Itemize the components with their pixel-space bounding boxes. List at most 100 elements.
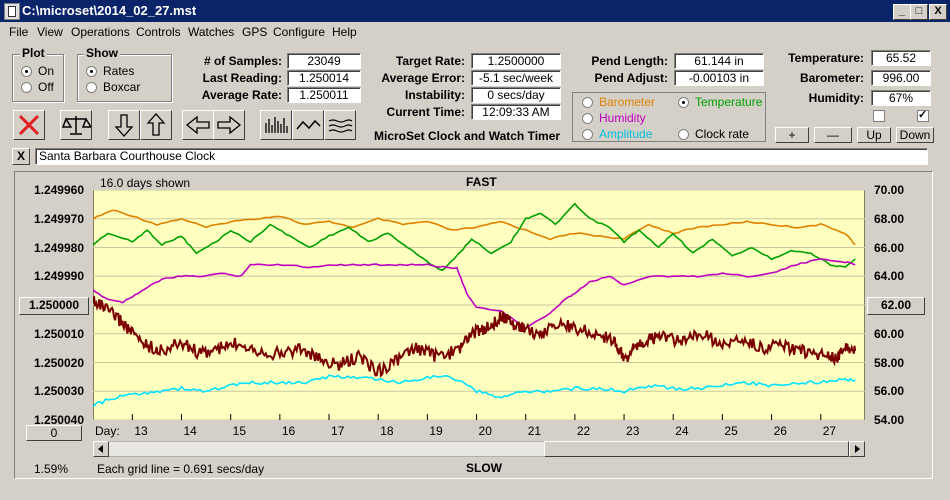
bars-button[interactable] [260, 110, 292, 140]
close-button[interactable]: X [929, 4, 947, 20]
plot-area[interactable] [93, 190, 865, 420]
wave-button[interactable] [292, 110, 324, 140]
plot-on-radio[interactable] [21, 66, 32, 77]
y-right-tick-label: 70.00 [874, 183, 905, 197]
x-tick-label: 22 [576, 424, 591, 438]
menu-operations[interactable]: Operations [71, 25, 130, 39]
y-right-tick-label: 58.00 [874, 355, 905, 370]
offset-button[interactable]: 0 [26, 425, 82, 441]
barometer-radio[interactable] [582, 97, 593, 108]
app-icon[interactable] [4, 3, 20, 20]
minus-button[interactable]: — [814, 127, 852, 143]
horizontal-scrollbar[interactable] [93, 441, 865, 457]
target-rate-field[interactable]: 1.2500000 [471, 53, 561, 69]
y-right-tick-label: 66.00 [874, 240, 905, 255]
scroll-left-button[interactable] [93, 441, 109, 457]
down-button[interactable]: Down [896, 127, 934, 143]
percent-label: 1.59% [34, 462, 69, 476]
x-tick-label: 20 [478, 424, 492, 438]
y-right-tick-label: 68.00 [874, 211, 905, 226]
pend-adjust-label: Pend Adjust: [594, 71, 668, 85]
arrow-left-button[interactable] [182, 110, 214, 140]
menu-file[interactable]: File [9, 25, 29, 39]
env-checkbox-2[interactable] [917, 108, 929, 122]
humidity-radio[interactable] [582, 113, 593, 124]
fast-label: FAST [466, 175, 497, 189]
temperature-field: 65.52 [871, 50, 931, 66]
y-right-tick-label: 56.00 [874, 384, 905, 399]
y-left-tick-label: 1.250020 [33, 355, 84, 370]
x-tick-label: 15 [232, 424, 247, 438]
plot-group-title: Plot [20, 46, 47, 60]
env-checkbox-1[interactable] [873, 110, 885, 122]
menu-watches[interactable]: Watches [188, 25, 235, 39]
series-line-amplitude [93, 374, 856, 408]
lines-button[interactable] [324, 110, 356, 140]
menu-controls[interactable]: Controls [136, 25, 181, 39]
x-tick-label: 13 [134, 424, 148, 438]
x-tick-label: 24 [675, 424, 689, 438]
instability-label: Instability: [404, 88, 465, 102]
pend-length-field[interactable]: 61.144 in [674, 53, 764, 69]
wave-icon [296, 119, 321, 130]
y-left-tick-label: 1.249970 [33, 211, 84, 226]
menu-configure[interactable]: Configure [273, 25, 326, 39]
menu-help[interactable]: Help [332, 25, 357, 39]
average-rate-label: Average Rate: [201, 88, 282, 102]
arrow-right-button[interactable] [213, 110, 245, 140]
show-group-title: Show [84, 46, 120, 60]
description-close-button[interactable]: X [12, 148, 30, 165]
current-time-label: Current Time: [386, 105, 465, 119]
clock-rate-label: Clock rate [695, 127, 750, 141]
arrow-down-button[interactable] [108, 110, 140, 140]
plus-button[interactable]: + [775, 127, 809, 143]
arrow-up-icon [146, 113, 166, 136]
pend-adjust-field[interactable]: -0.00103 in [674, 70, 764, 86]
scroll-right-button[interactable] [849, 441, 865, 457]
maximize-button[interactable]: □ [910, 4, 928, 20]
y-left-tick-label: 1.250040 [33, 413, 84, 427]
pend-length-label: Pend Length: [591, 54, 668, 68]
show-boxcar-radio[interactable] [86, 82, 97, 93]
plot-group [12, 54, 64, 102]
x-tick-label: 14 [183, 424, 197, 438]
center-rate-button[interactable]: 1.250000 [19, 297, 89, 315]
series-selector [572, 92, 766, 142]
description-field[interactable]: Santa Barbara Courthouse Clock [35, 148, 928, 165]
plot-on-label: On [38, 64, 55, 78]
clock-rate-radio[interactable] [678, 129, 689, 140]
arrow-up-button[interactable] [140, 110, 172, 140]
arrow-left-icon [185, 115, 210, 135]
show-rates-radio[interactable] [86, 66, 97, 77]
y-left-tick-label: 1.249990 [33, 269, 84, 284]
plot-off-label: Off [38, 80, 54, 94]
amplitude-label: Amplitude [599, 127, 653, 141]
up-button[interactable]: Up [857, 127, 891, 143]
y-right-tick-label: 54.00 [874, 413, 905, 427]
temperature-label: Temperature [695, 95, 763, 109]
right-axis-button[interactable]: 62.00 [867, 297, 925, 315]
humidity-field: 67% [871, 90, 931, 106]
instability-field: 0 secs/day [471, 87, 561, 103]
bars-icon [265, 117, 288, 133]
samples-field: 23049 [287, 53, 361, 69]
x-tick-label: 18 [380, 424, 394, 438]
menu-view[interactable]: View [37, 25, 63, 39]
scroll-thumb[interactable] [544, 441, 849, 457]
arrow-down-icon [114, 114, 134, 137]
amplitude-radio[interactable] [582, 129, 593, 140]
grid-note: Each grid line = 0.691 secs/day [97, 462, 265, 476]
slow-label: SLOW [466, 461, 502, 475]
lines-icon [328, 119, 353, 133]
balance-button[interactable] [60, 110, 92, 140]
average-error-label: Average Error: [381, 71, 465, 85]
minimize-button[interactable]: _ [893, 4, 911, 20]
series-line-humidity [93, 258, 856, 330]
plot-off-radio[interactable] [21, 82, 32, 93]
average-rate-field: 1.250011 [287, 87, 361, 103]
series-line-clock-rate [93, 295, 857, 378]
menu-gps[interactable]: GPS [242, 25, 268, 39]
clear-button[interactable] [13, 110, 45, 140]
temperature-radio[interactable] [678, 97, 689, 108]
series-line-temperature [93, 202, 856, 272]
